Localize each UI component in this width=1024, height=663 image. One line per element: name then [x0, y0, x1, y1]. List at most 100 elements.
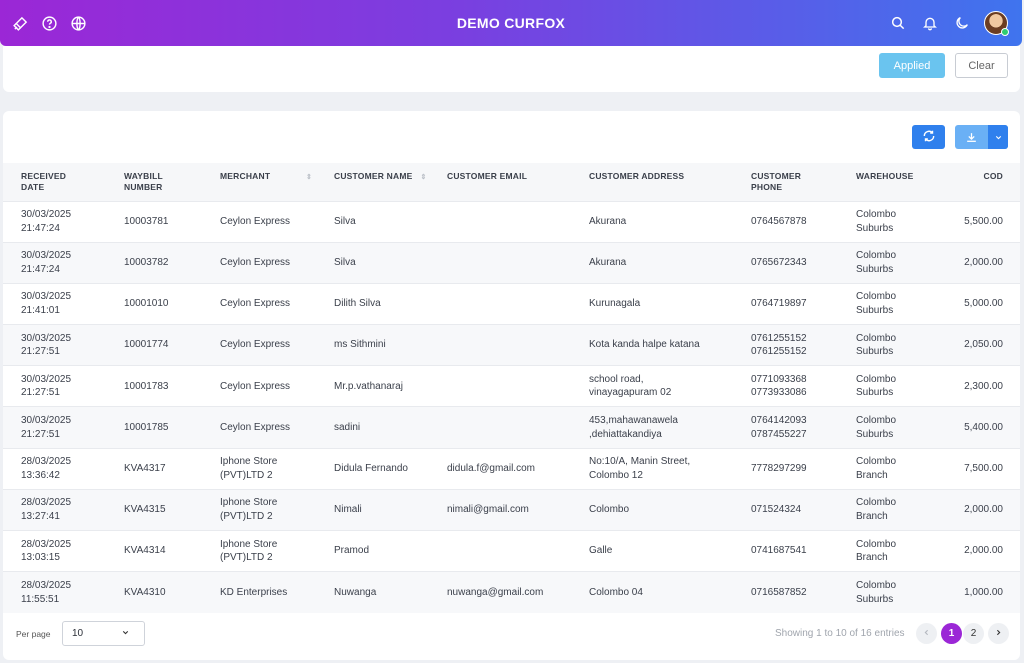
- customer-name-cell: Nuwanga: [334, 572, 447, 613]
- pagination-summary: Showing 1 to 10 of 16 entries: [775, 628, 905, 639]
- table-row[interactable]: 30/03/2025 21:47:24 10003781 Ceylon Express…: [3, 201, 1020, 242]
- customer-name-cell: sadini: [334, 407, 447, 448]
- received-date-cell-text: 28/03/2025: [21, 456, 72, 468]
- warehouse-cell-text: Colombo Suburbs: [856, 291, 897, 316]
- sort-icon[interactable]: ⇕: [420, 174, 427, 181]
- sort-icon[interactable]: ⇕: [306, 174, 313, 181]
- received-date-cell-text: 30/03/2025: [21, 291, 72, 303]
- customer-phone-cell-text: 0761255152 0761255152: [751, 332, 807, 358]
- waybill-number-cell: 10001785: [124, 407, 220, 448]
- cod-cell: 2,050.00: [946, 325, 1020, 366]
- cod-cell-text: 5,400.00: [964, 421, 1003, 433]
- merchant-cell: Ceylon Express: [220, 366, 334, 407]
- column-header-cod[interactable]: COD: [983, 171, 1003, 181]
- warehouse-cell-text: Colombo Suburbs: [856, 373, 897, 399]
- merchant-cell-text: Iphone Store (PVT)LTD 2: [220, 456, 278, 481]
- cod-cell: 2,000.00: [946, 242, 1020, 283]
- waybill-table: RECEIVED DATE WAYBILL NUMBER MERCHANT ⇕ C…: [3, 163, 1020, 613]
- customer-name-cell-text: Nuwanga: [334, 586, 377, 598]
- column-header-warehouse[interactable]: WAREHOUSE: [856, 171, 914, 181]
- cod-cell: 5,000.00: [946, 283, 1020, 324]
- column-header-customer-address[interactable]: CUSTOMER ADDRESS: [589, 171, 685, 181]
- pagination-page-2[interactable]: 2: [963, 623, 984, 644]
- cod-cell-text: 1,000.00: [964, 586, 1003, 598]
- received-date-cell-text: 11:55:51: [21, 593, 60, 605]
- search-icon[interactable]: [888, 13, 908, 33]
- customer-phone-cell-text: 7778297299: [751, 462, 807, 474]
- customer-name-cell-text: Pramod: [334, 545, 370, 557]
- pagination-prev-button[interactable]: [916, 623, 937, 644]
- help-icon[interactable]: [39, 13, 59, 33]
- customer-address-cell: 453,mahawanawela ,dehiattakandiya: [589, 407, 751, 448]
- brush-icon[interactable]: [10, 13, 30, 33]
- table-row[interactable]: 28/03/2025 13:03:15 KVA4314 Iphone Store (P…: [3, 530, 1020, 572]
- waybill-number-cell: KVA4315: [124, 489, 220, 530]
- chevron-right-icon: [994, 628, 1003, 640]
- chevron-down-icon[interactable]: [988, 125, 1008, 149]
- table-row[interactable]: 30/03/2025 21:27:51 10001774 Ceylon Express…: [3, 324, 1020, 366]
- per-page-select[interactable]: 10: [62, 621, 145, 646]
- customer-name-cell: Pramod: [334, 531, 447, 572]
- cod-cell-text: 5,500.00: [964, 215, 1003, 227]
- warehouse-cell: Colombo Suburbs: [856, 325, 946, 366]
- customer-email-cell: [447, 366, 589, 407]
- table-row[interactable]: 30/03/2025 21:27:51 10001783 Ceylon Express…: [3, 365, 1020, 407]
- table-header-row: RECEIVED DATE WAYBILL NUMBER MERCHANT ⇕ C…: [3, 163, 1020, 201]
- warehouse-cell: Colombo Branch: [856, 448, 946, 489]
- customer-address-cell-text: Akurana: [589, 257, 627, 269]
- moon-icon[interactable]: [952, 13, 972, 33]
- customer-phone-cell: 0764567878: [751, 201, 856, 242]
- customer-address-cell-text: Colombo: [589, 504, 630, 516]
- table-row[interactable]: 30/03/2025 21:47:24 10003782 Ceylon Express…: [3, 242, 1020, 284]
- clear-button[interactable]: Clear: [955, 53, 1008, 78]
- customer-email-cell: [447, 325, 589, 366]
- column-header-customer-name[interactable]: CUSTOMER NAME ⇕: [334, 171, 427, 181]
- customer-name-cell-text: Didula Fernando: [334, 462, 408, 474]
- column-header-customer-email[interactable]: CUSTOMER EMAIL: [447, 171, 528, 181]
- waybill-number-cell-text: KVA4317: [124, 462, 166, 474]
- customer-email-cell: didula.f@gmail.com: [447, 448, 589, 489]
- waybill-number-cell-text: KVA4314: [124, 545, 166, 557]
- pagination-next-button[interactable]: [988, 623, 1009, 644]
- merchant-cell: Ceylon Express: [220, 407, 334, 448]
- customer-name-cell-text: ms Sithmini: [334, 339, 386, 351]
- waybill-number-cell-text: 10001785: [124, 421, 169, 433]
- customer-phone-cell: 0765672343: [751, 242, 856, 283]
- table-row[interactable]: 28/03/2025 13:27:41 KVA4315 Iphone Store (P…: [3, 489, 1020, 531]
- online-status-indicator: [1001, 28, 1009, 36]
- applied-button[interactable]: Applied: [879, 53, 945, 78]
- globe-icon[interactable]: [68, 13, 88, 33]
- customer-phone-cell: 071524324: [751, 489, 856, 530]
- table-row[interactable]: 28/03/2025 13:36:42 KVA4317 Iphone Store (P…: [3, 448, 1020, 489]
- bell-icon[interactable]: [920, 13, 940, 33]
- app-title: DEMO CURFOX: [456, 15, 566, 31]
- table-row[interactable]: 30/03/2025 21:27:51 10001785 Ceylon Express…: [3, 406, 1020, 449]
- warehouse-cell: Colombo Branch: [856, 489, 946, 530]
- received-date-cell-text: 30/03/2025: [21, 415, 72, 427]
- received-date-cell-text: 30/03/2025: [21, 332, 72, 344]
- waybill-number-cell: KVA4314: [124, 531, 220, 572]
- received-date-cell: 30/03/2025 21:27:51: [3, 407, 124, 448]
- warehouse-cell-text: Colombo Suburbs: [856, 580, 897, 605]
- refresh-button[interactable]: [912, 125, 945, 149]
- column-header-received-date[interactable]: RECEIVED DATE: [21, 171, 67, 192]
- customer-email-cell: [447, 407, 589, 448]
- column-header-merchant[interactable]: MERCHANT ⇕: [220, 171, 313, 181]
- table-row[interactable]: 30/03/2025 21:41:01 10001010 Ceylon Express…: [3, 283, 1020, 324]
- download-button[interactable]: [955, 125, 1008, 149]
- avatar[interactable]: [984, 11, 1009, 36]
- download-icon[interactable]: [955, 125, 988, 149]
- warehouse-cell-text: Colombo Branch: [856, 456, 897, 481]
- waybill-number-cell: 10001774: [124, 325, 220, 366]
- pagination-page-1[interactable]: 1: [941, 623, 962, 644]
- waybill-number-cell-text: KVA4310: [124, 586, 166, 598]
- customer-phone-cell-text: 0771093368 0773933086: [751, 373, 807, 399]
- table-row[interactable]: 28/03/2025 11:55:51 KVA4310 KD Enterprises N…: [3, 571, 1020, 613]
- waybill-number-cell: KVA4310: [124, 572, 220, 613]
- column-header-waybill-number[interactable]: WAYBILL NUMBER: [124, 171, 163, 192]
- received-date-cell-text: 13:03:15: [21, 552, 60, 564]
- waybill-number-cell-text: 10003782: [124, 257, 169, 269]
- customer-address-cell-text: Galle: [589, 545, 613, 557]
- column-header-customer-phone[interactable]: CUSTOMER PHONE: [751, 171, 802, 192]
- received-date-cell: 30/03/2025 21:47:24: [3, 242, 124, 283]
